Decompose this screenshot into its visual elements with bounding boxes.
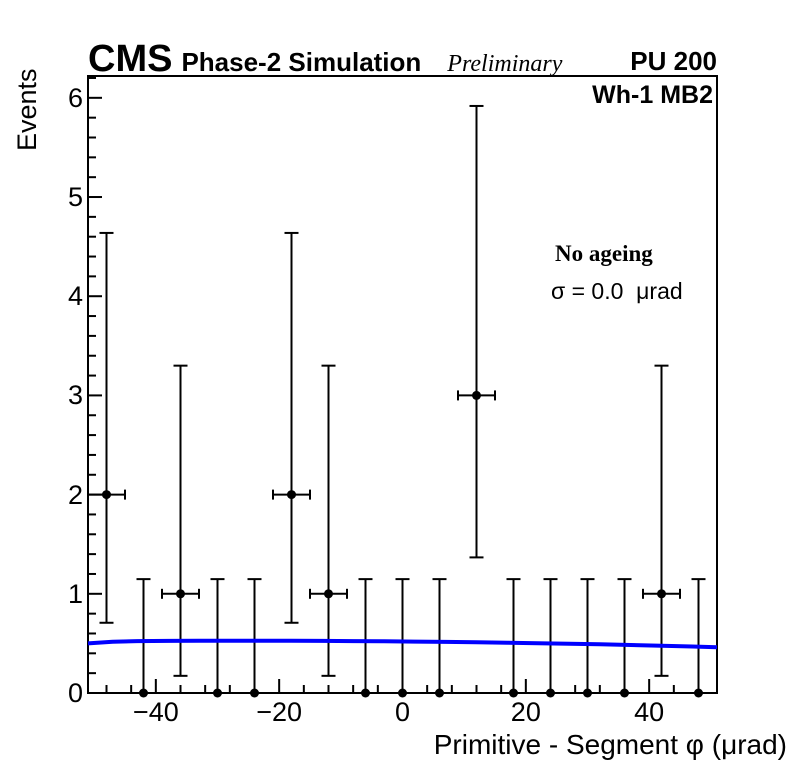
- data-point: [272, 231, 311, 624]
- data-point: [358, 578, 373, 698]
- data-marker: [398, 688, 407, 698]
- x-tick-label: 40: [634, 697, 665, 727]
- sigma-annotation: σ = 0.0 μrad: [551, 278, 683, 304]
- header-preliminary: Preliminary: [447, 51, 563, 77]
- data-point: [691, 578, 706, 698]
- data-marker: [213, 688, 222, 698]
- data-point: [309, 364, 348, 677]
- header: CMS Phase-2 Simulation Preliminary: [88, 38, 562, 81]
- data-marker: [472, 390, 481, 400]
- x-tick-label: 0: [394, 697, 411, 727]
- y-tick-label: 5: [67, 182, 83, 213]
- data-marker: [139, 688, 148, 698]
- data-marker: [102, 490, 111, 500]
- y-tick-label: 0: [67, 678, 83, 708]
- ageing-annotation: No ageing: [555, 241, 653, 266]
- y-tick-label: 2: [67, 479, 83, 510]
- cms-logo: CMS: [88, 38, 173, 80]
- x-tick-label: 20: [510, 697, 541, 727]
- data-point: [432, 578, 447, 698]
- data-marker: [657, 589, 666, 599]
- region-label: Wh-1 MB2: [592, 81, 713, 109]
- y-tick-label: 6: [67, 82, 83, 113]
- data-marker: [361, 688, 370, 698]
- y-tick-label: 1: [67, 578, 83, 609]
- data-point: [580, 578, 595, 698]
- header-subtitle: Phase-2 Simulation: [181, 47, 422, 77]
- data-marker: [583, 688, 592, 698]
- data-marker: [694, 688, 703, 698]
- data-marker: [287, 490, 296, 500]
- data-point: [617, 578, 632, 698]
- data-point: [210, 578, 225, 698]
- data-marker: [546, 688, 555, 698]
- data-marker: [176, 589, 185, 599]
- x-axis-title: Primitive - Segment φ (μrad): [433, 729, 787, 760]
- data-marker: [435, 688, 444, 698]
- y-tick-label: 4: [67, 281, 83, 312]
- data-point: [87, 231, 126, 624]
- y-tick-label: 3: [67, 380, 83, 411]
- pileup-label: PU 200: [630, 46, 717, 76]
- x-tick-label: −40: [132, 697, 179, 727]
- data-series: [87, 104, 706, 698]
- data-marker: [324, 589, 333, 599]
- data-marker: [509, 688, 518, 698]
- data-point: [395, 578, 410, 698]
- data-point: [642, 364, 681, 677]
- data-point: [506, 578, 521, 698]
- data-point: [136, 578, 151, 698]
- data-marker: [620, 688, 629, 698]
- data-marker: [250, 688, 259, 698]
- data-point: [543, 578, 558, 698]
- data-point: [247, 578, 262, 698]
- data-point: [161, 364, 200, 677]
- x-tick-label: −20: [256, 697, 303, 727]
- fit-curve: [87, 638, 718, 650]
- data-point: [457, 104, 496, 559]
